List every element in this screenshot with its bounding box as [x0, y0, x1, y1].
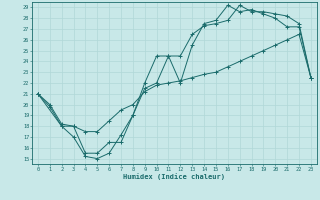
X-axis label: Humidex (Indice chaleur): Humidex (Indice chaleur) — [124, 173, 225, 180]
